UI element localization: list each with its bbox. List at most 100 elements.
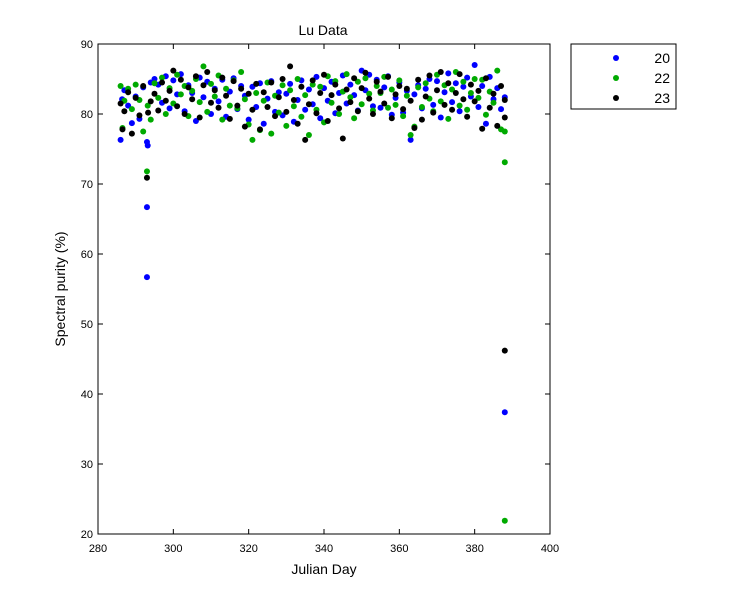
data-point: [328, 92, 335, 99]
data-point: [317, 90, 324, 96]
data-point: [275, 94, 282, 101]
series-22: [117, 63, 508, 524]
data-point: [279, 76, 286, 82]
data-point: [151, 76, 158, 82]
data-point: [309, 81, 316, 88]
data-point: [245, 116, 252, 123]
data-point: [317, 83, 324, 90]
data-point: [208, 99, 214, 106]
data-point: [460, 96, 467, 103]
chart-title: Lu Data: [298, 22, 347, 38]
data-point: [456, 108, 463, 115]
y-tick-label: 20: [81, 529, 93, 541]
data-point: [260, 97, 267, 104]
data-point: [351, 115, 358, 122]
data-point: [501, 97, 508, 103]
data-point: [381, 100, 388, 107]
data-point: [471, 98, 478, 105]
data-point: [302, 136, 309, 143]
data-point: [143, 168, 150, 175]
data-point: [366, 90, 373, 97]
data-point: [305, 101, 312, 108]
data-point: [245, 90, 252, 97]
x-tick-label: 320: [239, 543, 257, 555]
data-point: [324, 118, 331, 124]
data-point: [422, 85, 429, 92]
y-tick-label: 90: [81, 39, 93, 51]
data-point: [305, 86, 312, 93]
data-point: [321, 71, 327, 78]
data-point: [145, 109, 152, 116]
data-point: [407, 136, 414, 143]
data-point: [174, 71, 181, 78]
data-point: [166, 87, 173, 94]
data-point: [388, 86, 395, 93]
data-point: [204, 69, 211, 75]
data-point: [211, 93, 218, 100]
data-point: [132, 94, 139, 101]
data-point: [490, 99, 497, 106]
data-point: [151, 80, 158, 87]
data-point: [313, 110, 320, 117]
data-point: [283, 90, 290, 97]
data-point: [471, 62, 478, 68]
series-23: [117, 63, 508, 354]
data-point: [422, 80, 429, 87]
data-point: [501, 409, 508, 416]
data-point: [147, 98, 154, 105]
data-point: [215, 98, 222, 105]
data-point: [452, 90, 459, 96]
data-point: [407, 97, 414, 104]
legend-label: 22: [654, 70, 670, 86]
data-point: [223, 92, 230, 99]
data-point: [369, 111, 376, 117]
data-point: [219, 116, 226, 123]
data-point: [475, 104, 482, 110]
data-point: [121, 108, 128, 115]
data-point: [396, 77, 403, 84]
data-point: [479, 83, 486, 89]
data-point: [467, 81, 474, 88]
data-point: [294, 120, 301, 127]
data-point: [396, 83, 403, 89]
data-point: [449, 106, 456, 113]
data-point: [298, 113, 305, 120]
data-point: [434, 87, 440, 94]
legend-label: 20: [654, 50, 670, 66]
y-tick-label: 70: [81, 179, 93, 191]
data-point: [430, 109, 437, 116]
data-point: [501, 517, 508, 524]
x-axis: 280 300 320 340 360 380 400: [89, 44, 559, 555]
data-point: [162, 111, 169, 117]
data-point: [275, 109, 282, 116]
x-tick-label: 400: [541, 543, 559, 555]
data-point: [388, 115, 395, 122]
data-point: [377, 88, 384, 95]
data-point: [441, 89, 448, 96]
data-point: [437, 114, 444, 121]
data-point: [200, 63, 207, 70]
legend: 20 22 23: [570, 43, 677, 110]
data-point: [381, 84, 388, 91]
data-point: [147, 116, 154, 123]
data-point: [132, 81, 139, 88]
data-point: [185, 84, 192, 91]
data-point: [426, 72, 433, 79]
data-point: [445, 80, 452, 87]
data-point: [494, 122, 501, 129]
data-points: [117, 62, 508, 524]
data-point: [189, 87, 196, 94]
data-point: [347, 99, 354, 106]
data-point: [486, 104, 493, 111]
data-point: [475, 87, 482, 94]
data-point: [362, 69, 369, 76]
data-point: [385, 104, 392, 111]
data-point: [283, 122, 290, 129]
y-tick-label: 80: [81, 109, 93, 121]
data-point: [403, 92, 410, 99]
data-point: [162, 97, 169, 104]
data-point: [482, 75, 489, 82]
data-point: [119, 126, 126, 133]
x-tick-label: 360: [390, 543, 408, 555]
